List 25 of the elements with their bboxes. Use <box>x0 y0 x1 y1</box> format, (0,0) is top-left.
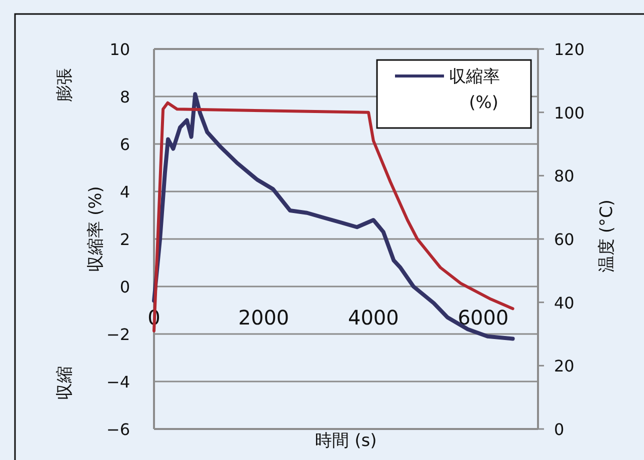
y-tick-label: 10 <box>110 40 130 59</box>
y-tick-label: 6 <box>120 135 130 154</box>
y2-tick-label: 100 <box>554 103 585 122</box>
x-axis-title: 時間 (s) <box>315 431 377 451</box>
text: 収縮 <box>55 366 75 400</box>
text: 膨張 <box>55 68 75 102</box>
y2-tick-label: 40 <box>554 293 574 312</box>
y2-tick-label: 80 <box>554 166 574 186</box>
y-tick-label: −2 <box>106 325 130 344</box>
y2-tick-label: 20 <box>554 356 574 376</box>
y2-tick-label: 60 <box>554 230 574 249</box>
x-tick-label: 6000 <box>458 306 509 330</box>
y-tick-label: −6 <box>106 420 130 439</box>
y-axis-title: 収縮率 (%) <box>86 186 106 272</box>
legend-label: 収縮率 (%) <box>449 67 500 113</box>
y-tick-label: −4 <box>106 372 130 392</box>
x-tick-label: 4000 <box>348 306 399 330</box>
y-tick-label: 8 <box>120 88 130 106</box>
y-tick-label: 4 <box>120 182 130 202</box>
y2-tick-label: 120 <box>554 40 585 59</box>
y-tick-label: 2 <box>120 230 130 249</box>
y2-axis-title: 温度 (°C) <box>597 199 617 273</box>
y-tick-label: 0 <box>120 278 130 296</box>
x-tick-label: 2000 <box>238 306 290 330</box>
y2-tick-label: 0 <box>554 420 564 439</box>
